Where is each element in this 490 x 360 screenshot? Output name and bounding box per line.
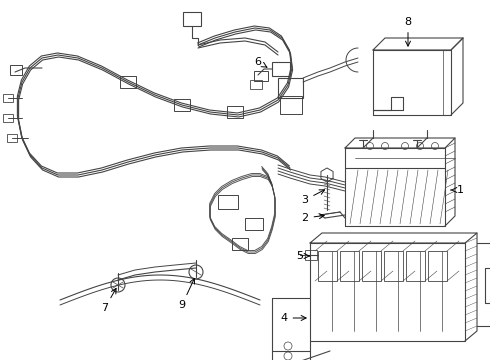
Text: 3: 3 [301, 190, 324, 205]
Bar [7, 134, 17, 142]
Text: 2: 2 [301, 213, 324, 223]
Bar [384, 251, 403, 281]
Bar [340, 251, 359, 281]
Text: 8: 8 [404, 17, 412, 46]
Bar [183, 12, 201, 26]
Bar [254, 71, 268, 81]
Bar [280, 96, 302, 114]
Text: 7: 7 [101, 288, 116, 313]
Text: 4: 4 [280, 313, 306, 323]
Bar [278, 78, 303, 98]
Bar [174, 99, 190, 111]
Bar [10, 65, 22, 75]
Text: 1: 1 [451, 185, 464, 195]
Bar [227, 106, 243, 118]
Bar [3, 114, 13, 122]
Bar [232, 238, 248, 250]
Bar [120, 76, 136, 88]
Bar [245, 218, 263, 230]
Bar [218, 195, 238, 209]
Bar [250, 80, 262, 89]
Text: 5: 5 [296, 251, 309, 261]
Text: 6: 6 [254, 57, 267, 67]
Bar [3, 94, 13, 102]
Text: 9: 9 [178, 279, 195, 310]
Bar [318, 251, 337, 281]
Bar [272, 62, 290, 76]
Bar [362, 251, 381, 281]
Bar [305, 250, 317, 260]
Bar [406, 251, 425, 281]
Bar [428, 251, 447, 281]
